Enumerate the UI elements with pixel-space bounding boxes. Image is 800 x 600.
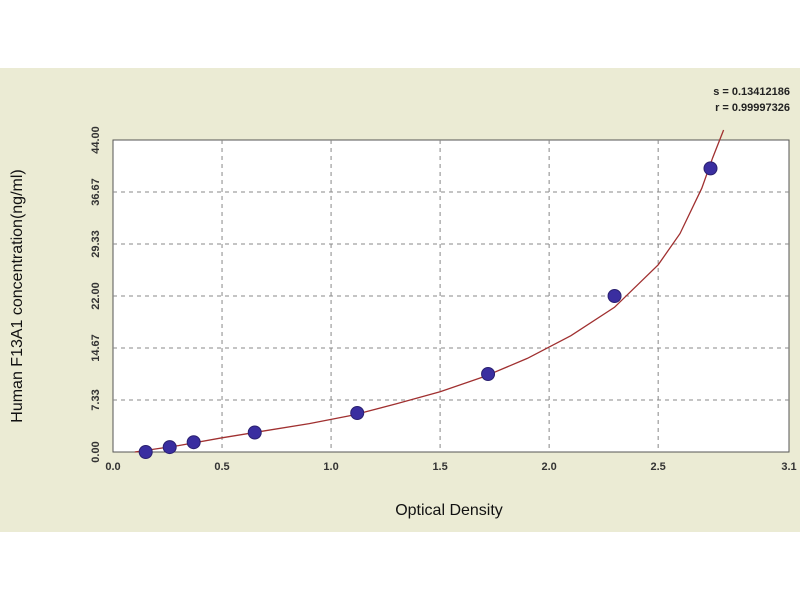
x-tick-label: 0.0 — [105, 461, 120, 473]
data-point — [481, 367, 496, 381]
s-statistic: s = 0.13412186 — [713, 86, 790, 98]
data-point — [186, 435, 201, 450]
r-statistic: r = 0.99997326 — [715, 102, 790, 114]
data-point — [350, 406, 365, 420]
x-tick-label: 1.0 — [323, 461, 338, 473]
y-axis-label: Human F13A1 concentration(ng/ml) — [9, 169, 26, 422]
data-points — [138, 161, 718, 459]
y-tick-label: 7.33 — [90, 389, 102, 410]
data-point — [162, 440, 177, 455]
x-tick-label: 3.1 — [781, 461, 796, 473]
data-point — [703, 161, 718, 176]
x-tick-labels: 0.0 0.5 1.0 1.5 2.0 2.5 3.1 — [105, 461, 796, 473]
x-tick-label: 2.0 — [541, 461, 556, 473]
y-tick-label: 29.33 — [90, 230, 102, 258]
y-tick-label: 44.00 — [90, 126, 102, 154]
grid-lines — [113, 140, 789, 452]
data-point — [607, 289, 622, 303]
x-tick-label: 1.5 — [432, 461, 447, 473]
data-point — [247, 425, 262, 440]
data-point — [138, 445, 153, 459]
y-tick-labels: 0.00 7.33 14.67 22.00 29.33 36.67 44.00 — [90, 126, 102, 462]
y-tick-label: 0.00 — [90, 441, 102, 462]
y-tick-label: 36.67 — [90, 178, 102, 206]
y-tick-label: 14.67 — [90, 334, 102, 362]
x-tick-label: 2.5 — [651, 461, 666, 473]
x-tick-label: 0.5 — [214, 461, 229, 473]
x-axis-label: Optical Density — [395, 502, 503, 519]
y-tick-label: 22.00 — [90, 282, 102, 310]
